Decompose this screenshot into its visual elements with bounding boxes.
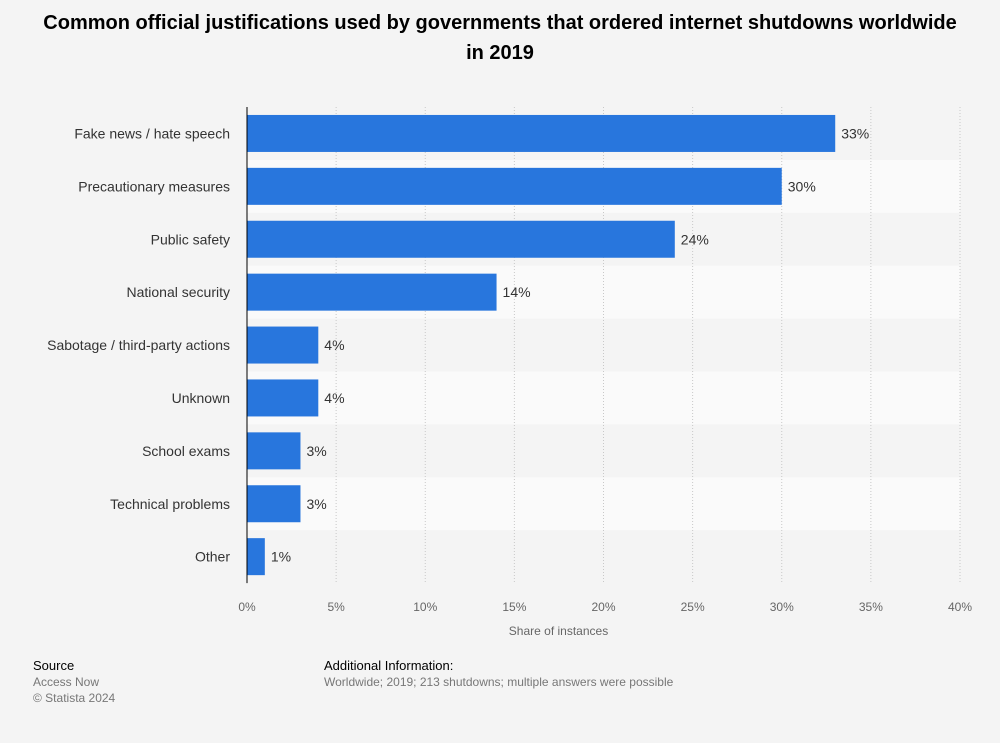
x-tick-label: 15% [502, 600, 526, 614]
bar[interactable] [247, 114, 836, 152]
info-block: Additional Information: Worldwide; 2019;… [324, 658, 673, 690]
x-tick-label: 0% [238, 600, 256, 614]
x-tick-label: 35% [859, 600, 883, 614]
x-axis-title: Share of instances [509, 624, 608, 638]
value-label: 4% [324, 337, 344, 353]
value-label: 24% [681, 231, 709, 247]
x-tick-label: 40% [948, 600, 972, 614]
info-text: Worldwide; 2019; 213 shutdowns; multiple… [324, 675, 674, 689]
category-label: Other [195, 549, 230, 565]
bar[interactable] [247, 538, 265, 576]
source-name[interactable]: Access Now [33, 675, 100, 689]
value-label: 3% [306, 443, 326, 459]
category-label: National security [127, 284, 231, 300]
category-label: Technical problems [110, 496, 230, 512]
info-heading: Additional Information: [324, 658, 454, 673]
category-label: Public safety [151, 231, 230, 247]
bar[interactable] [247, 326, 319, 364]
category-label: Fake news / hate speech [74, 125, 230, 141]
source-block: Source Access Now © Statista 2024 [33, 658, 115, 706]
category-labels: Fake news / hate speech Precautionary mea… [47, 125, 230, 564]
value-label: 30% [788, 178, 816, 194]
value-labels: 33% 30% 24% 14% 4% 4% 3% 3% 1% [271, 125, 869, 564]
category-label: Precautionary measures [78, 178, 230, 194]
value-label: 33% [841, 125, 869, 141]
bar[interactable] [247, 432, 301, 470]
copyright: © Statista 2024 [33, 691, 116, 705]
category-label: Unknown [172, 390, 230, 406]
bar[interactable] [247, 220, 675, 258]
chart-title: Common official justifications used by g… [43, 12, 957, 64]
x-tick-label: 25% [681, 600, 705, 614]
category-label: Sabotage / third-party actions [47, 337, 230, 353]
bar-chart: Fake news / hate speech Precautionary mea… [47, 107, 972, 638]
bar[interactable] [247, 167, 782, 205]
value-label: 1% [271, 549, 291, 565]
gridlines [335, 107, 961, 584]
source-heading: Source [33, 658, 75, 673]
x-tick-labels: 0% 5% 10% 15% 20% 25% 30% 35% 40% [238, 600, 972, 614]
category-label: School exams [142, 443, 230, 459]
x-tick-label: 5% [327, 600, 345, 614]
x-tick-label: 20% [591, 600, 615, 614]
x-tick-label: 30% [770, 600, 794, 614]
x-tick-label: 10% [413, 600, 437, 614]
bar[interactable] [247, 379, 319, 417]
bar[interactable] [247, 273, 497, 311]
value-label: 4% [324, 390, 344, 406]
bar[interactable] [247, 485, 301, 523]
value-label: 14% [503, 284, 531, 300]
value-label: 3% [306, 496, 326, 512]
bars [247, 114, 836, 576]
